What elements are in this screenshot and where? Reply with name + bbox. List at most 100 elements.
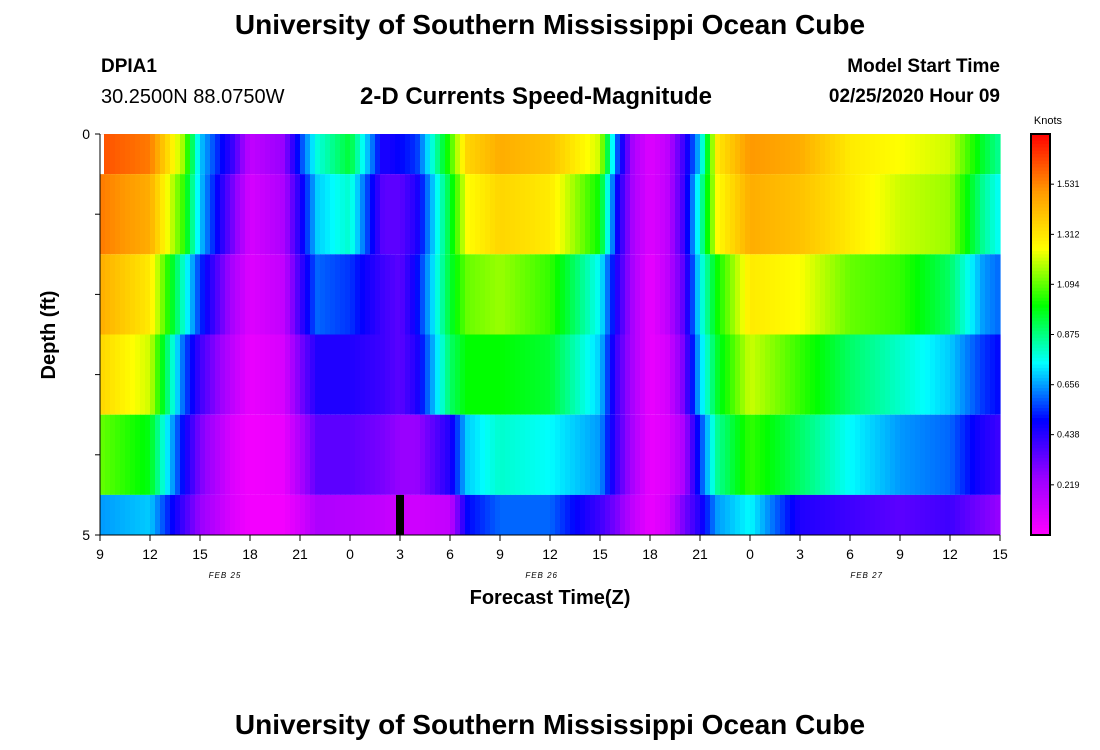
heatmap-cell — [420, 494, 426, 535]
colorbar-segment — [1031, 374, 1050, 379]
heatmap-cell — [350, 254, 356, 335]
heatmap-cell — [845, 414, 851, 495]
heatmap-cell — [165, 334, 171, 415]
heatmap-cell — [945, 134, 951, 175]
heatmap-cell — [265, 174, 271, 255]
heatmap-cell — [645, 134, 651, 175]
heatmap-cell — [195, 414, 201, 495]
colorbar-segment — [1031, 147, 1050, 152]
heatmap-cell — [455, 174, 461, 255]
heatmap-cell — [605, 174, 611, 255]
heatmap-cell — [275, 334, 281, 415]
heatmap-cell — [600, 134, 606, 175]
heatmap-cell — [730, 494, 736, 535]
heatmap-cell — [680, 414, 686, 495]
heatmap-cell — [445, 334, 451, 415]
heatmap-cell — [300, 334, 306, 415]
heatmap-cell — [385, 494, 391, 535]
heatmap-cell — [365, 254, 371, 335]
heatmap-cell — [255, 254, 261, 335]
heatmap-cell — [335, 414, 341, 495]
heatmap-cell — [765, 254, 771, 335]
heatmap-cell — [955, 254, 961, 335]
heatmap-cell — [820, 254, 826, 335]
heatmap-cell — [980, 334, 986, 415]
heatmap-cell — [415, 254, 421, 335]
heatmap-cell — [225, 334, 231, 415]
heatmap-cell — [170, 334, 176, 415]
colorbar-segment — [1031, 311, 1050, 316]
colorbar-segment — [1031, 301, 1050, 306]
heatmap-cell — [265, 254, 271, 335]
heatmap-cell — [490, 254, 496, 335]
heatmap-cell — [670, 174, 676, 255]
heatmap-cell — [810, 134, 816, 175]
heatmap-cell — [780, 334, 786, 415]
heatmap-cell — [670, 254, 676, 335]
heatmap-cell — [735, 494, 741, 535]
heatmap-cell — [135, 174, 141, 255]
heatmap-cell — [530, 494, 536, 535]
heatmap-cell — [575, 334, 581, 415]
heatmap-cell — [355, 414, 361, 495]
heatmap-cell — [335, 334, 341, 415]
heatmap-cell — [475, 414, 481, 495]
colorbar-segment — [1031, 511, 1050, 516]
heatmap-cell — [450, 334, 456, 415]
heatmap-cell — [135, 134, 141, 175]
heatmap-cell — [400, 134, 406, 175]
heatmap-cell — [925, 494, 931, 535]
heatmap-cell — [905, 174, 911, 255]
heatmap-cell — [865, 254, 871, 335]
heatmap-cell — [705, 414, 711, 495]
heatmap-cell — [690, 494, 696, 535]
heatmap-cell — [130, 254, 136, 335]
heatmap-cell — [925, 414, 931, 495]
heatmap-cell — [620, 414, 626, 495]
y-axis-label: Depth (ft) — [38, 291, 60, 380]
heatmap-cell — [800, 334, 806, 415]
heatmap-cell — [435, 334, 441, 415]
heatmap-cell — [190, 334, 196, 415]
heatmap-cell — [685, 494, 691, 535]
heatmap-cell — [615, 334, 621, 415]
heatmap-cell — [920, 494, 926, 535]
heatmap-cell — [225, 134, 231, 175]
heatmap-cell — [895, 134, 901, 175]
heatmap-cell — [250, 494, 256, 535]
heatmap-cell — [605, 494, 611, 535]
heatmap-cell — [410, 334, 416, 415]
heatmap-cell — [665, 334, 671, 415]
heatmap-cell — [795, 334, 801, 415]
heatmap-cell — [540, 254, 546, 335]
heatmap-cell — [740, 174, 746, 255]
heatmap-cell — [660, 174, 666, 255]
heatmap-cell — [940, 414, 946, 495]
heatmap-cell — [970, 414, 976, 495]
heatmap-cell — [195, 254, 201, 335]
heatmap-cell — [170, 414, 176, 495]
heatmap-cell — [595, 254, 601, 335]
heatmap-cell — [365, 494, 371, 535]
heatmap-cell — [870, 134, 876, 175]
heatmap-cell — [210, 134, 216, 175]
heatmap-cell — [520, 134, 526, 175]
colorbar-segment — [1031, 214, 1050, 219]
heatmap-cell — [565, 174, 571, 255]
heatmap-cell — [185, 134, 191, 175]
heatmap-cell — [530, 174, 536, 255]
heatmap-cell — [560, 414, 566, 495]
station-id: DPIA1 — [101, 56, 157, 77]
heatmap-cell — [305, 414, 311, 495]
heatmap-cell — [310, 174, 316, 255]
heatmap-cell — [370, 414, 376, 495]
heatmap-cell — [105, 494, 111, 535]
heatmap-cell — [385, 414, 391, 495]
colorbar-segment — [1031, 297, 1050, 302]
heatmap-cell — [620, 134, 626, 175]
colorbar-segment — [1031, 154, 1050, 158]
heatmap-cell — [375, 334, 381, 415]
heatmap-cell — [230, 254, 236, 335]
colorbar-segment — [1031, 481, 1050, 486]
colorbar-segment — [1031, 260, 1050, 265]
